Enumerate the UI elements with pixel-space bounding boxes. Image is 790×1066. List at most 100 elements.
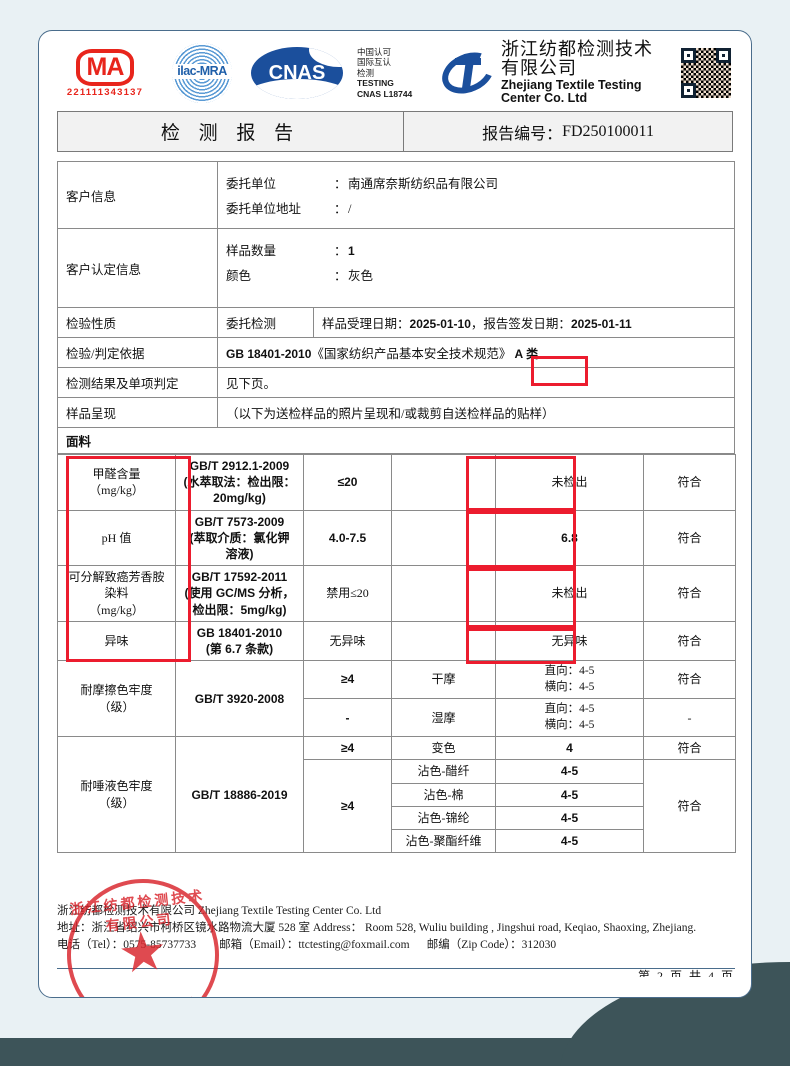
footer-zip-value: 312030: [521, 939, 557, 951]
saliva-stain-result: 4-5: [495, 828, 644, 854]
company-name-cn: 浙江纺都检测技术有限公司: [501, 39, 653, 79]
result-subitem: [391, 454, 496, 511]
client-name-value: 南通席奈斯纺织品有限公司: [348, 177, 499, 191]
saliva-item-name: 耐唾液色牢度 （级）: [57, 736, 176, 854]
saliva-stain-subitem: 沾色-棉: [391, 782, 496, 807]
table-row: 沾色-聚酯纤维 4-5: [58, 828, 736, 854]
result-subitem: [391, 620, 496, 662]
seal-star-icon: [119, 929, 167, 977]
result-standard: 无异味: [303, 620, 392, 662]
rubbing-wet-subitem: 湿摩: [391, 698, 496, 738]
company-brand-block: 浙江纺都检测技术有限公司 Zhejiang Textile Testing Ce…: [435, 39, 671, 106]
cnas-line-3: 检测: [357, 67, 375, 78]
client-name-key: 委托单位: [226, 177, 277, 191]
result-value: 6.8: [495, 509, 644, 567]
page-footer: 浙江纺都检测技术有限公司 Zhejiang Textile Testing Ce…: [57, 903, 735, 977]
sample-qty-value: 1: [348, 244, 355, 258]
saliva-stain-result: 4-5: [495, 759, 644, 784]
rubbing-wet-weft: 横向：4-5: [544, 718, 595, 731]
result-item-name: 可分解致癌芳香胺 染料 （mg/kg）: [57, 565, 176, 622]
cma-certificate-number: 221111343137: [66, 86, 144, 98]
rubbing-wet-warp: 直向：4-5: [544, 703, 595, 716]
result-standard: 禁用≤20: [303, 565, 392, 622]
footer-company-cn: 浙江纺都检测技术有限公司: [57, 905, 195, 917]
rubbing-dry-subitem: 干摩: [391, 660, 496, 700]
report-number-label: 报告编号：: [482, 125, 563, 143]
saliva-method: GB/T 18886-2019: [175, 736, 304, 854]
customer-info-values: 委托单位 ： 南通席奈斯纺织品有限公司 委托单位地址 ： /: [217, 161, 735, 229]
client-name-colon: ：: [334, 177, 347, 191]
sample-presentation-value: （以下为送检样品的照片呈现和/或裁剪自送检样品的贴样）: [217, 397, 735, 428]
result-value: 无异味: [495, 620, 644, 662]
rubbing-method: GB/T 3920-2008: [175, 660, 304, 738]
footer-address-en: Room 528, Wuliu building , Jingshui road…: [364, 922, 697, 934]
sample-color-value: 灰色: [348, 269, 374, 283]
result-item-name: 异味: [57, 620, 176, 662]
date-separator: ，: [470, 317, 484, 331]
basis-value-cell: GB 18401-2010《国家纺织产品基本安全技术规范》 A 类: [217, 337, 735, 368]
seal-bottom-text: 检验检测专用章: [76, 990, 221, 997]
ttc-brand-icon: [435, 44, 501, 102]
cnas-line-4: TESTING: [357, 78, 394, 89]
qr-code-icon: [681, 48, 731, 98]
cnas-logo-icon: CNAS: [251, 47, 347, 99]
sample-color-field: 颜色 ： 灰色: [226, 265, 726, 284]
saliva-stain-result: 4-5: [495, 782, 644, 807]
rubbing-wet-result: 直向：4-5 横向：4-5: [495, 698, 644, 738]
basis-class-value: A 类: [514, 347, 539, 361]
basis-row: 检验/判定依据 GB 18401-2010《国家纺织产品基本安全技术规范》 A …: [57, 337, 735, 368]
sample-presentation-label: 样品呈现: [57, 397, 218, 428]
ilac-mra-logo-icon: ilac-MRA: [163, 43, 241, 103]
footer-company-en: Zhejiang Textile Testing Center Co. Ltd: [197, 905, 382, 917]
table-row: ≥4 沾色-醋纤 4-5 符合: [58, 759, 736, 854]
result-subitem: [391, 509, 496, 567]
saliva-stain-result: 4-5: [495, 805, 644, 830]
footer-email-value: ttctesting@foxmail.com: [298, 939, 410, 951]
customer-info-row: 客户信息 委托单位 ： 南通席奈斯纺织品有限公司 委托单位地址 ： /: [57, 161, 735, 229]
rubbing-wet-standard: -: [303, 698, 392, 738]
saliva-stain-subitem: 沾色-锦纶: [391, 805, 496, 830]
saliva-stain-subitem: 沾色-聚酯纤维: [391, 828, 496, 854]
report-info-table: 客户信息 委托单位 ： 南通席奈斯纺织品有限公司 委托单位地址 ： / 客户认定…: [57, 161, 735, 428]
cma-badge-label: MA: [75, 48, 135, 86]
result-method: GB/T 2912.1-2009 (水萃取法：检出限： 20mg/kg): [175, 454, 304, 511]
cnas-accreditation-text: 中国认可 国际互认 检测 TESTING CNAS L18744: [357, 47, 431, 100]
table-row: 沾色-锦纶 4-5: [58, 805, 736, 830]
inspection-nature-value: 委托检测: [217, 307, 314, 338]
table-row: 耐摩擦色牢度 （级） GB/T 3920-2008 ≥4 干摩 直向：4-5 横…: [57, 660, 736, 738]
result-value: 未检出: [495, 565, 644, 622]
footer-tel-label: 电话（Tel）：: [57, 939, 124, 951]
result-summary-value: 见下页。: [217, 367, 735, 398]
result-judgement: 符合: [643, 565, 736, 622]
footer-email-label: 邮箱（Email）：: [219, 939, 299, 951]
rubbing-item-name: 耐摩擦色牢度 （级）: [57, 660, 176, 738]
result-standard: 4.0-7.5: [303, 509, 392, 567]
result-item-name: 甲醛含量 （mg/kg）: [57, 454, 176, 511]
sample-color-key: 颜色: [226, 269, 252, 283]
saliva-change-judgement: 符合: [643, 736, 736, 761]
table-row: 耐唾液色牢度 （级） GB/T 18886-2019 ≥4 变色 4 符合: [57, 736, 736, 854]
rubbing-dry-weft: 横向：4-5: [544, 680, 595, 693]
footer-address-en-label: Address：: [312, 922, 363, 934]
inspection-nature-row: 检验性质 委托检测 样品受理日期：2025-01-10，报告签发日期：2025-…: [57, 307, 735, 338]
rubbing-dry-standard: ≥4: [303, 660, 392, 700]
test-results-table: 甲醛含量 （mg/kg） GB/T 2912.1-2009 (水萃取法：检出限：…: [57, 454, 736, 854]
sample-qty-field: 样品数量 ： 1: [226, 240, 726, 259]
table-row: 可分解致癌芳香胺 染料 （mg/kg） GB/T 17592-2011 (使用 …: [57, 565, 736, 622]
report-dates-cell: 样品受理日期：2025-01-10，报告签发日期：2025-01-11: [313, 307, 735, 338]
result-summary-row: 检测结果及单项判定 见下页。: [57, 367, 735, 398]
report-page: MA 221111343137 ilac-MRA CNAS 中国认可 国际互认: [38, 30, 752, 998]
date-received-label: 样品受理日期：: [322, 317, 410, 331]
cnas-line-2: 国际互认: [357, 57, 392, 68]
date-issued-label: 报告签发日期：: [483, 317, 571, 331]
rubbing-dry-result: 直向：4-5 横向：4-5: [495, 660, 644, 700]
company-name-en: Zhejiang Textile Testing Center Co. Ltd: [501, 78, 642, 106]
result-judgement: 符合: [643, 620, 736, 662]
table-row: 甲醛含量 （mg/kg） GB/T 2912.1-2009 (水萃取法：检出限：…: [57, 454, 736, 511]
basis-label: 检验/判定依据: [57, 337, 218, 368]
seal-top-text: 浙江纺都检测技术有限公司: [69, 889, 207, 935]
result-judgement: 符合: [643, 509, 736, 567]
rubbing-dry-warp: 直向：4-5: [544, 665, 595, 678]
result-judgement: 符合: [643, 454, 736, 511]
table-row: 异味 GB 18401-2010 (第 6.7 条款) 无异味 无异味 符合: [57, 620, 736, 662]
